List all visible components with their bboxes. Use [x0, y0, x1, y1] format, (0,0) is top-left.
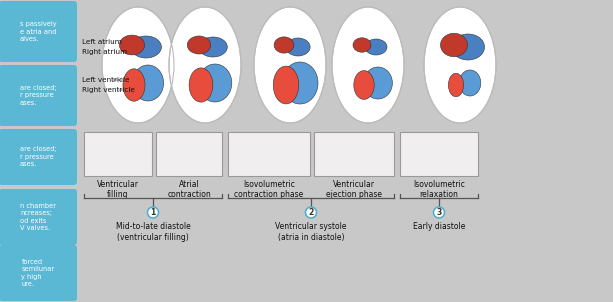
Ellipse shape	[354, 71, 374, 99]
Ellipse shape	[198, 64, 232, 102]
FancyBboxPatch shape	[228, 132, 310, 176]
Ellipse shape	[254, 7, 326, 123]
Text: Mid-to-late diastole
(ventricular filling): Mid-to-late diastole (ventricular fillin…	[116, 222, 191, 242]
Text: Isovolumetric
relaxation: Isovolumetric relaxation	[413, 180, 465, 199]
Text: Isovolumetric
contraction phase: Isovolumetric contraction phase	[234, 180, 303, 199]
Text: 1: 1	[150, 208, 156, 217]
Text: Ventricular systole
(atria in diastole): Ventricular systole (atria in diastole)	[275, 222, 347, 242]
Ellipse shape	[365, 39, 387, 55]
Circle shape	[148, 207, 159, 218]
Text: s passively
e atria and
alves.: s passively e atria and alves.	[20, 21, 56, 42]
Ellipse shape	[199, 37, 227, 57]
Ellipse shape	[273, 66, 299, 104]
Circle shape	[305, 207, 316, 218]
Ellipse shape	[353, 38, 371, 52]
Ellipse shape	[102, 7, 174, 123]
Ellipse shape	[169, 7, 241, 123]
Ellipse shape	[188, 36, 211, 54]
Ellipse shape	[441, 33, 468, 57]
Ellipse shape	[123, 69, 145, 101]
Ellipse shape	[452, 34, 484, 60]
Ellipse shape	[424, 7, 496, 123]
Ellipse shape	[448, 73, 463, 97]
FancyBboxPatch shape	[156, 132, 222, 176]
Text: are closed;
r pressure
ases.: are closed; r pressure ases.	[20, 146, 56, 168]
Ellipse shape	[131, 36, 161, 58]
FancyBboxPatch shape	[0, 65, 77, 126]
Ellipse shape	[286, 38, 310, 56]
Text: Left ventricle: Left ventricle	[82, 77, 129, 83]
Ellipse shape	[132, 65, 164, 101]
FancyBboxPatch shape	[314, 132, 394, 176]
Text: Early diastole: Early diastole	[413, 222, 465, 231]
Text: are closed;
r pressure
ases.: are closed; r pressure ases.	[20, 85, 56, 106]
Text: Ventricular
ejection phase: Ventricular ejection phase	[326, 180, 382, 199]
FancyBboxPatch shape	[84, 132, 152, 176]
Ellipse shape	[282, 62, 318, 104]
Ellipse shape	[189, 68, 213, 102]
Ellipse shape	[120, 35, 145, 55]
Text: Right atrium: Right atrium	[82, 49, 127, 55]
Text: 3: 3	[436, 208, 441, 217]
FancyBboxPatch shape	[0, 129, 77, 185]
Ellipse shape	[332, 7, 404, 123]
FancyBboxPatch shape	[0, 189, 77, 245]
FancyBboxPatch shape	[400, 132, 478, 176]
Text: Right ventricle: Right ventricle	[82, 87, 135, 93]
Text: Ventricular
filling: Ventricular filling	[97, 180, 139, 199]
FancyBboxPatch shape	[0, 245, 77, 301]
Circle shape	[433, 207, 444, 218]
Text: forced
semilunar
y high
ure.: forced semilunar y high ure.	[21, 259, 55, 287]
FancyBboxPatch shape	[0, 1, 77, 62]
Ellipse shape	[274, 37, 294, 53]
Text: 2: 2	[308, 208, 314, 217]
Ellipse shape	[459, 70, 481, 96]
Text: Left atrium: Left atrium	[82, 39, 122, 45]
Text: n chamber
ncreases;
od exits
V valves.: n chamber ncreases; od exits V valves.	[20, 203, 56, 231]
Text: Atrial
contraction: Atrial contraction	[167, 180, 211, 199]
Ellipse shape	[364, 67, 392, 99]
